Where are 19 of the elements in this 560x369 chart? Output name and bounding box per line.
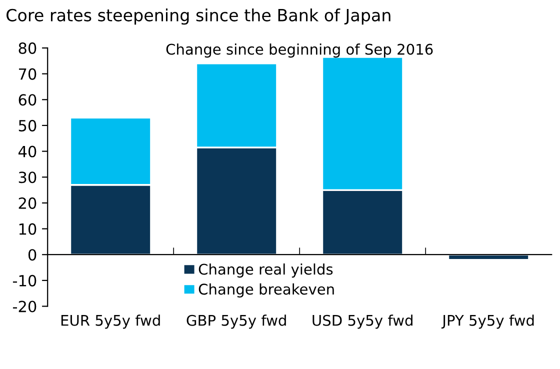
y-tick-label: 50 [18,120,36,132]
x-tick-label: GBP 5y5y fwd [186,314,286,329]
chart-subtitle: Change since beginning of Sep 2016 [166,43,433,58]
y-tick-label: 80 [18,42,36,54]
legend-label: Change real yields [198,263,333,278]
chart-title: Core rates steepening since the Bank of Japan [6,8,390,25]
y-tick-label: 60 [18,94,36,106]
y-tick-label: 10 [19,223,36,235]
x-tick-label: USD 5y5y fwd [312,314,412,329]
x-tick-label: EUR 5y5y fwd [61,314,160,329]
y-tick-label: 30 [18,172,36,184]
y-tick-label: 20 [18,197,36,209]
y-tick-label: 40 [18,146,36,158]
y-tick-label: 0 [28,249,36,261]
y-tick-label: 70 [18,68,36,80]
legend-label: Change breakeven [198,283,334,298]
x-tick-label: JPY 5y5y fwd [441,314,534,329]
y-tick-label: -10 [12,274,36,286]
y-tick-label: -20 [12,300,36,312]
